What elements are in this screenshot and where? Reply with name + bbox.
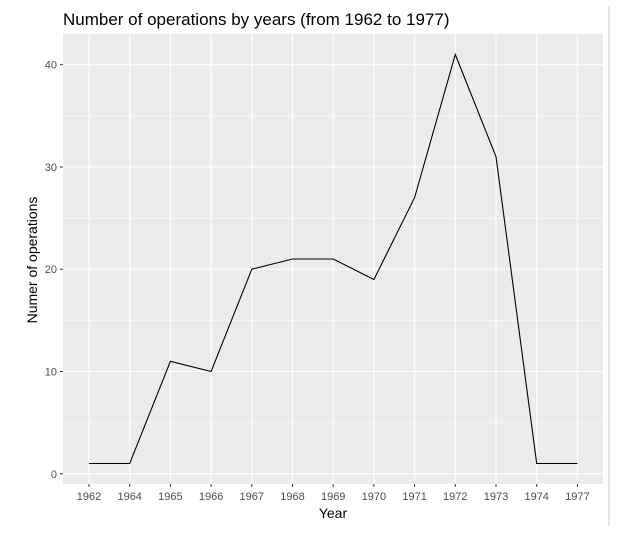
x-tick-label: 1970 [362, 491, 386, 503]
x-tick-label: 1972 [443, 491, 467, 503]
y-axis-title: Numer of operations [24, 197, 40, 324]
chart-title: Number of operations by years (from 1962… [63, 10, 449, 29]
x-tick-label: 1965 [158, 491, 182, 503]
y-tick-label: 0 [51, 469, 57, 481]
x-tick-label: 1971 [402, 491, 426, 503]
x-tick-label: 1969 [321, 491, 345, 503]
x-axis-title: Year [319, 505, 348, 521]
x-tick-label: 1967 [240, 491, 264, 503]
y-tick-label: 10 [45, 367, 57, 379]
x-tick-label: 1964 [117, 491, 141, 503]
y-tick-label: 40 [45, 60, 57, 72]
x-tick-label: 1968 [280, 491, 304, 503]
right-divider [608, 6, 610, 526]
y-tick-label: 20 [45, 264, 57, 276]
x-tick-label: 1977 [565, 491, 589, 503]
y-tick-label: 30 [45, 162, 57, 174]
x-tick-label: 1966 [199, 491, 223, 503]
x-tick-label: 1974 [524, 491, 548, 503]
series-line [89, 52, 578, 465]
y-axis-ticks: 0 10 20 30 40 [45, 60, 63, 481]
x-tick-label: 1973 [484, 491, 508, 503]
major-gridlines [63, 34, 603, 484]
x-axis-ticks: 1962 1964 1965 1966 1967 1968 1969 1970 1971 1972… [77, 484, 590, 503]
x-tick-label: 1962 [77, 491, 101, 503]
